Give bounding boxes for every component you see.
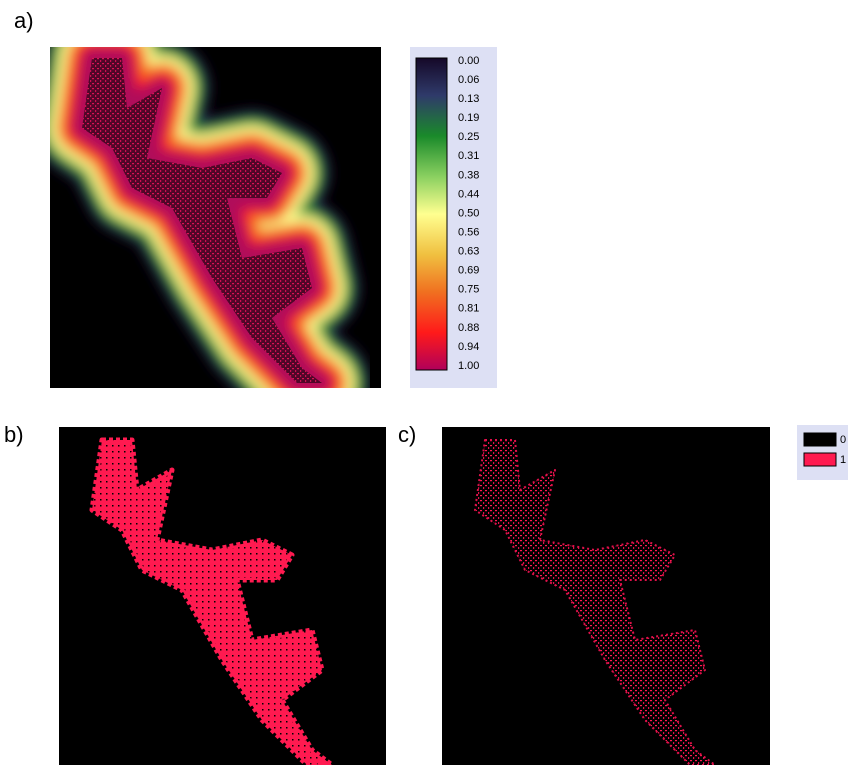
map-c (442, 427, 770, 765)
colorbar-label: 0.38 (458, 169, 479, 181)
colorbar-label: 1.00 (458, 360, 479, 372)
colorbar-label: 0.19 (458, 112, 479, 124)
colorbar-label: 0.50 (458, 207, 479, 219)
colorbar-label: 0.44 (458, 188, 479, 200)
colorbar-label: 0.25 (458, 131, 479, 143)
legend-label: 1 (840, 454, 846, 466)
colorbar-labels: 0.00 0.06 0.13 0.19 0.25 0.31 0.38 0.44 0.50 0.56… (458, 55, 479, 372)
colorbar-label: 0.06 (458, 74, 479, 86)
colorbar-label: 0.13 (458, 93, 479, 105)
panel-label: b) (4, 422, 24, 447)
colorbar-label: 0.75 (458, 284, 479, 296)
colorbar (416, 58, 447, 370)
page: a) b) c) 0.00 0.06 0.13 0.19 0.25 0.31 0.38 0.4… (0, 0, 848, 765)
colorbar-label: 0.69 (458, 265, 479, 277)
map-a (50, 47, 381, 388)
legend-label: 0 (840, 434, 846, 446)
panel-label: c) (398, 422, 416, 447)
legend-swatch (804, 453, 836, 466)
colorbar-label: 0.00 (458, 55, 479, 67)
legend-swatch (804, 433, 836, 446)
colorbar-label: 0.56 (458, 226, 479, 238)
colorbar-label: 0.31 (458, 150, 479, 162)
colorbar-label: 0.63 (458, 246, 479, 258)
colorbar-label: 0.88 (458, 322, 479, 334)
map-b (59, 427, 386, 765)
colorbar-label: 0.81 (458, 303, 479, 315)
colorbar-label: 0.94 (458, 341, 479, 353)
panel-label: a) (14, 8, 34, 33)
figure: a) b) c) 0.00 0.06 0.13 0.19 0.25 0.31 0.38 0.4… (0, 0, 848, 765)
